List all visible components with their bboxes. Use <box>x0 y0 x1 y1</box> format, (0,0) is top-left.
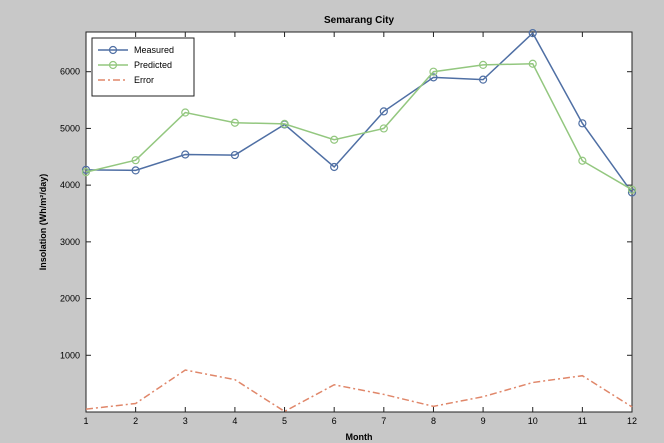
legend-label: Error <box>134 75 154 85</box>
data-point-predicted <box>478 60 488 69</box>
legend-label: Measured <box>134 45 174 55</box>
x-tick-label: 4 <box>232 416 237 426</box>
data-point-predicted <box>429 67 438 76</box>
y-tick-label: 2000 <box>60 294 80 304</box>
series-line-error <box>85 369 633 413</box>
y-axis-label: Insolation (Wh/m²/day) <box>38 174 48 271</box>
legend-marker <box>108 60 118 70</box>
data-point-predicted <box>230 118 240 127</box>
series-lines <box>81 29 637 413</box>
data-point-measured <box>181 150 190 159</box>
x-tick-label: 2 <box>133 416 138 426</box>
series-line-predicted <box>85 63 633 191</box>
legend-box <box>91 37 195 97</box>
data-point-predicted <box>330 135 339 144</box>
x-tick-label: 10 <box>528 416 538 426</box>
data-point-predicted <box>578 156 587 165</box>
data-point-measured <box>330 162 339 172</box>
data-point-measured <box>230 150 240 160</box>
data-point-predicted <box>81 167 91 177</box>
series-line-measured <box>85 31 633 193</box>
x-tick-label: 11 <box>578 416 587 426</box>
data-point-predicted <box>379 124 388 133</box>
y-tick-label: 3000 <box>60 237 80 247</box>
data-point-predicted <box>528 59 537 68</box>
x-tick-label: 1 <box>83 416 88 426</box>
y-tick-label: 1000 <box>60 350 80 360</box>
y-tick-label: 5000 <box>60 123 80 133</box>
data-point-predicted <box>627 185 637 194</box>
y-tick-label: 6000 <box>60 67 80 77</box>
chart-title: Semarang City <box>324 15 394 26</box>
y-tick-label: 4000 <box>60 180 80 190</box>
x-tick-label: 5 <box>282 416 287 426</box>
x-tick-label: 3 <box>183 416 188 426</box>
data-point-measured <box>429 73 438 82</box>
x-tick-label: 6 <box>332 416 337 426</box>
x-axis-label: Month <box>346 432 373 442</box>
x-tick-label: 12 <box>627 416 637 426</box>
legend: Measured Predicted Error <box>91 37 195 97</box>
data-point-measured <box>131 166 140 175</box>
data-point-measured <box>379 107 388 116</box>
x-tick-label: 8 <box>431 416 436 426</box>
data-point-predicted <box>280 119 289 128</box>
data-point-measured <box>478 75 488 84</box>
data-point-predicted <box>181 108 190 117</box>
x-tick-label: 9 <box>481 416 486 426</box>
data-point-measured <box>81 165 91 174</box>
legend-label: Predicted <box>134 60 172 70</box>
data-point-predicted <box>131 156 140 165</box>
x-tick-label: 7 <box>381 416 386 426</box>
legend-marker <box>108 45 118 55</box>
data-point-measured <box>578 119 587 128</box>
data-point-measured <box>528 29 537 38</box>
